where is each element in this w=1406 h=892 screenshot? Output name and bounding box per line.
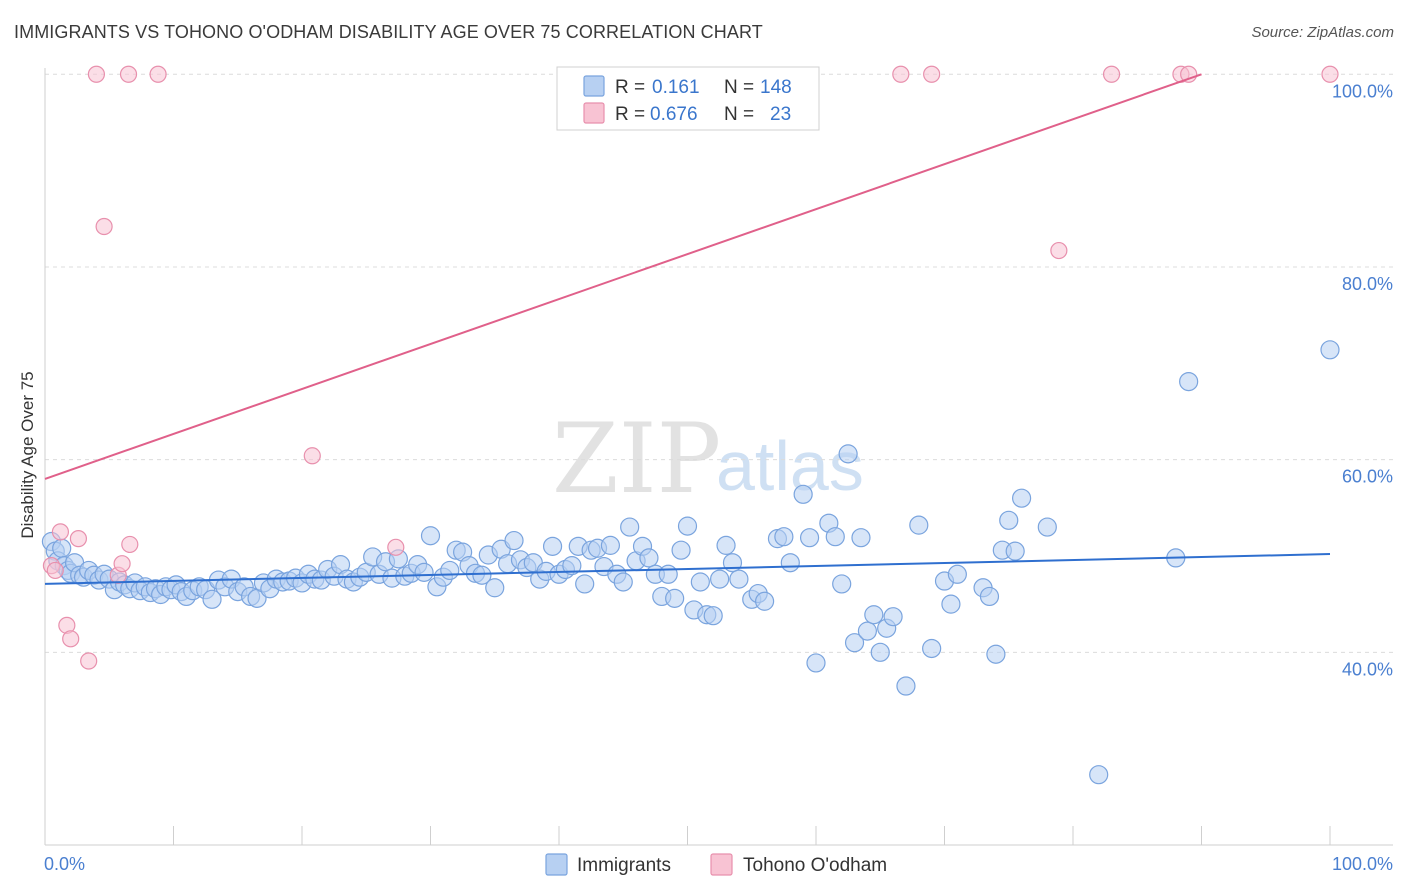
immigrants-point <box>576 575 594 593</box>
immigrants-point <box>833 575 851 593</box>
y-tick-label: 80.0% <box>1342 274 1393 294</box>
immigrants-point <box>839 445 857 463</box>
immigrants-point <box>711 570 729 588</box>
tohono-point <box>114 556 130 572</box>
watermark-atlas: atlas <box>716 427 864 505</box>
immigrants-point <box>441 561 459 579</box>
tohono-point <box>1322 66 1338 82</box>
immigrants-point <box>775 528 793 546</box>
y-tick-label: 100.0% <box>1332 81 1393 101</box>
immigrants-point <box>948 565 966 583</box>
immigrants-point <box>1000 511 1018 529</box>
immigrants-point <box>1090 766 1108 784</box>
series-legend-swatch-tohono <box>711 854 732 875</box>
immigrants-point <box>884 608 902 626</box>
immigrants-point <box>858 622 876 640</box>
legend-r-label-tohono: R = <box>615 104 645 125</box>
immigrants-point <box>756 592 774 610</box>
legend-n-value-tohono: 23 <box>770 104 791 125</box>
immigrants-point <box>1006 542 1024 560</box>
legend-r-value-immigrants: 0.161 <box>652 77 700 98</box>
immigrants-point <box>1038 518 1056 536</box>
immigrants-point <box>505 532 523 550</box>
tohono-point <box>893 66 909 82</box>
immigrants-point <box>865 606 883 624</box>
immigrants-point <box>923 639 941 657</box>
immigrants-point <box>1321 341 1339 359</box>
stats-legend: R = 0.161 N = 148 R = 0.676 N = 23 <box>557 67 819 130</box>
immigrants-point <box>415 563 433 581</box>
immigrants-point <box>801 529 819 547</box>
immigrants-point <box>852 529 870 547</box>
y-tick-label: 40.0% <box>1342 659 1393 679</box>
immigrants-point <box>781 554 799 572</box>
watermark: ZIP atlas <box>552 403 864 515</box>
legend-swatch-immigrants <box>584 76 604 96</box>
immigrants-point <box>910 516 928 534</box>
tohono-point <box>388 539 404 555</box>
x-tick-label-max: 100.0% <box>1332 854 1393 874</box>
watermark-zip: ZIP <box>552 403 721 515</box>
series-legend: Immigrants Tohono O'odham <box>546 854 887 876</box>
legend-swatch-tohono <box>584 103 604 123</box>
immigrants-point <box>987 645 1005 663</box>
legend-n-value-immigrants: 148 <box>760 77 792 98</box>
immigrants-point <box>601 536 619 554</box>
grid-lines <box>45 74 1393 652</box>
y-axis-label: Disability Age Over 75 <box>18 371 37 538</box>
tohono-point <box>150 66 166 82</box>
immigrants-point <box>659 565 677 583</box>
legend-r-label-immigrants: R = <box>615 77 645 98</box>
tohono-point <box>88 66 104 82</box>
immigrants-point <box>544 537 562 555</box>
legend-n-label-immigrants: N = <box>724 77 754 98</box>
immigrants-point <box>730 570 748 588</box>
immigrants-point <box>717 536 735 554</box>
immigrants-point <box>871 643 889 661</box>
immigrants-point <box>1180 373 1198 391</box>
immigrants-point <box>807 654 825 672</box>
tohono-point <box>1104 66 1120 82</box>
y-tick-label: 60.0% <box>1342 467 1393 487</box>
immigrants-point <box>691 573 709 591</box>
tohono-point <box>52 524 68 540</box>
tohono-point <box>47 562 63 578</box>
tohono-point <box>924 66 940 82</box>
y-tick-labels: 40.0% 60.0% 80.0% 100.0% <box>1332 81 1393 679</box>
tohono-point <box>122 536 138 552</box>
series-legend-label-tohono: Tohono O'odham <box>743 855 887 876</box>
immigrants-point <box>1013 489 1031 507</box>
immigrants-point <box>679 517 697 535</box>
immigrants-point <box>704 607 722 625</box>
legend-n-label-tohono: N = <box>724 104 754 125</box>
immigrants-point <box>422 527 440 545</box>
immigrants-point <box>672 541 690 559</box>
immigrants-point <box>666 589 684 607</box>
tohono-point <box>96 218 112 234</box>
immigrants-trend-line <box>45 554 1330 584</box>
tohono-point <box>121 66 137 82</box>
tohono-point <box>70 531 86 547</box>
legend-r-value-tohono: 0.676 <box>650 104 698 125</box>
series-legend-swatch-immigrants <box>546 854 567 875</box>
immigrants-point <box>826 528 844 546</box>
immigrants-point <box>897 677 915 695</box>
series-legend-label-immigrants: Immigrants <box>577 855 671 876</box>
immigrants-point <box>614 573 632 591</box>
immigrants-point <box>621 518 639 536</box>
immigrants-point <box>942 595 960 613</box>
scatter-chart: ZIP atlas 40.0% 60.0% 80.0% 100.0% 0.0% 100.… <box>0 0 1406 892</box>
immigrants-point <box>980 587 998 605</box>
immigrants-point <box>53 539 71 557</box>
immigrants-point <box>794 485 812 503</box>
x-tick-label-min: 0.0% <box>44 854 85 874</box>
immigrants-point <box>486 579 504 597</box>
tohono-point <box>63 631 79 647</box>
tohono-point <box>81 653 97 669</box>
tohono-point <box>1051 243 1067 259</box>
immigrants-point <box>640 549 658 567</box>
tohono-point <box>304 448 320 464</box>
